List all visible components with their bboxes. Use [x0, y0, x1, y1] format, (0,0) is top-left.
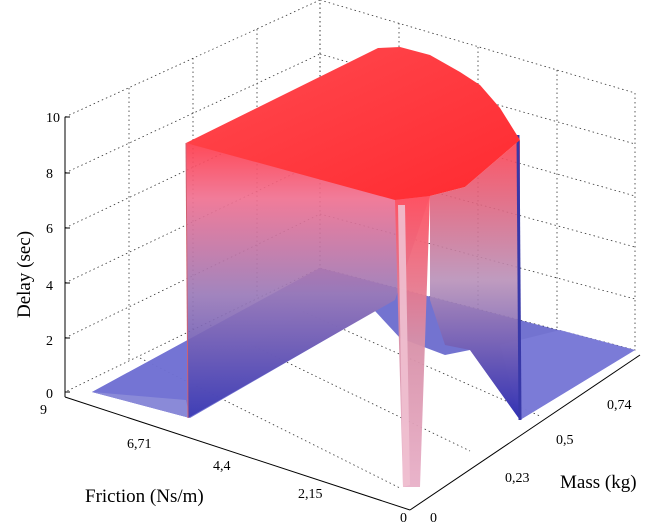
friction-tick: 4,4 [213, 459, 231, 474]
mass-tick: 0,5 [556, 433, 574, 448]
delay-tick-labels: 10 8 6 4 2 0 [46, 111, 60, 402]
friction-tick: 6,71 [127, 437, 152, 452]
delay-tick: 6 [46, 222, 53, 237]
mass-tick: 0,74 [607, 398, 632, 413]
friction-tick-labels: 9 6,71 4,4 2,15 0 [40, 403, 407, 526]
delay-tick: 10 [46, 111, 60, 126]
delay-tick: 0 [46, 387, 53, 402]
delay-axis-label: Delay (sec) [14, 231, 35, 318]
delay-tick: 8 [46, 167, 53, 182]
surface-plateau [186, 47, 520, 200]
delay-tick: 2 [46, 334, 53, 349]
mass-tick-labels: 0 0,23 0,5 0,74 [430, 398, 632, 526]
mass-tick: 0,23 [505, 471, 530, 486]
friction-tick: 0 [400, 511, 407, 526]
mass-axis-label: Mass (kg) [560, 472, 637, 493]
friction-tick: 2,15 [298, 487, 323, 502]
friction-axis-label: Friction (Ns/m) [85, 486, 204, 507]
friction-tick: 9 [40, 403, 47, 418]
delay-tick: 4 [46, 279, 53, 294]
surface-walls [185, 134, 522, 487]
mass-tick: 0 [430, 511, 437, 526]
axes [64, 116, 641, 511]
